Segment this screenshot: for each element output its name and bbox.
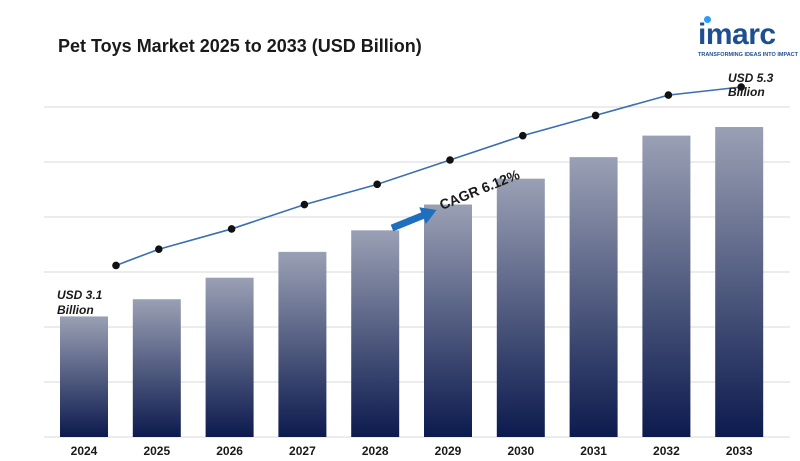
x-tick-label: 2031 — [580, 444, 607, 458]
x-tick-label: 2027 — [289, 444, 316, 458]
bar-2025 — [132, 299, 181, 437]
trend-point-2032 — [664, 91, 673, 99]
bar-2029 — [424, 204, 472, 437]
trend-polyline — [115, 86, 742, 267]
start-value-label: Billion — [57, 303, 94, 317]
bar-2033 — [715, 127, 764, 437]
trend-point-2026 — [227, 225, 236, 233]
end-value-label: Billion — [728, 85, 765, 99]
bars — [60, 127, 764, 437]
x-tick-label: 2033 — [726, 444, 753, 458]
trend-point-2027 — [300, 200, 309, 209]
bar-2024 — [60, 316, 108, 437]
trend-point-2025 — [155, 245, 163, 254]
imarc-logo: imarc TRANSFORMING IDEAS INTO IMPACT — [690, 14, 800, 60]
x-axis-ticks: 2024 2025 2026 2027 2028 2029 2030 2031 2032 2033 — [71, 444, 753, 458]
x-tick-label: 2028 — [362, 444, 389, 458]
logo-tagline: TRANSFORMING IDEAS INTO IMPACT — [698, 52, 799, 58]
bar-2026 — [205, 277, 254, 437]
start-value-label: USD 3.1 — [57, 288, 103, 302]
bar-2032 — [642, 135, 691, 437]
x-tick-label: 2025 — [143, 444, 170, 458]
end-value-label: USD 5.3 — [728, 71, 774, 85]
bar-2028 — [351, 230, 400, 437]
chart-title: Pet Toys Market 2025 to 2033 (USD Billio… — [58, 36, 422, 56]
trend-point-2031 — [591, 111, 600, 120]
trend-point-2024 — [112, 261, 120, 270]
trend-point-2030 — [519, 131, 527, 140]
x-tick-label: 2029 — [435, 444, 462, 458]
logo-wordmark: imarc — [698, 18, 776, 51]
bar-2027 — [278, 251, 327, 437]
logo-dot-icon — [704, 16, 711, 23]
cagr-arrow-icon — [390, 207, 437, 232]
x-tick-label: 2030 — [507, 444, 534, 458]
trend-point-2033 — [737, 83, 745, 91]
trend-line — [112, 83, 745, 270]
trend-point-2028 — [373, 180, 382, 189]
x-tick-label: 2024 — [71, 444, 98, 458]
x-tick-label: 2026 — [216, 444, 243, 458]
trend-point-2029 — [446, 156, 454, 164]
x-tick-label: 2032 — [653, 444, 680, 458]
bar-2030 — [496, 178, 545, 437]
bar-2031 — [569, 157, 618, 437]
